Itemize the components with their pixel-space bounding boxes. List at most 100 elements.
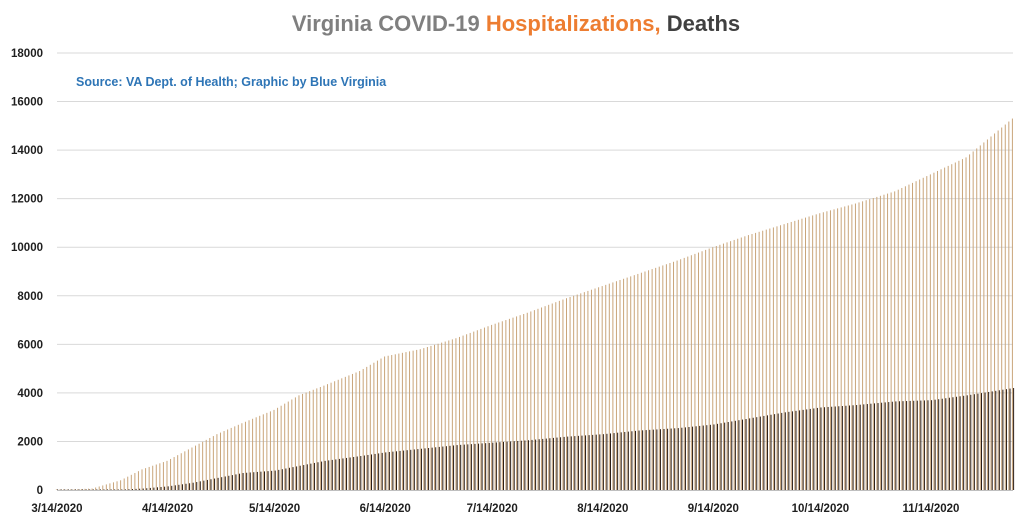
y-tick-label: 2000 [17, 436, 43, 448]
hospitalization-bar [747, 235, 749, 490]
death-bar [866, 404, 868, 490]
death-bar [231, 475, 233, 490]
hospitalization-bar [922, 177, 924, 491]
hospitalization-bar [88, 488, 89, 490]
hospitalization-bar [908, 184, 910, 490]
y-tick-label: 6000 [17, 339, 43, 351]
death-bar [317, 462, 319, 490]
death-bar [338, 458, 340, 490]
hospitalization-bar [70, 489, 72, 490]
hospitalization-bar [648, 270, 650, 490]
death-bar [759, 416, 761, 490]
hospitalization-bar [887, 193, 889, 490]
death-bar [242, 473, 244, 490]
hospitalization-bar [719, 244, 721, 490]
hospitalization-bar [587, 290, 589, 490]
chart-title-part-3: Deaths [661, 11, 740, 36]
death-bar [278, 469, 280, 490]
death-bar [224, 476, 226, 490]
death-bar [766, 415, 768, 490]
y-tick-label: 4000 [17, 388, 43, 400]
death-bar [185, 483, 187, 490]
hospitalization-bar [936, 170, 938, 491]
death-bar [688, 427, 690, 490]
hospitalization-bar [901, 187, 903, 491]
hospitalization-bar [330, 382, 332, 490]
hospitalizations-bars [55, 118, 1013, 491]
hospitalization-bar [180, 453, 182, 490]
death-bar [342, 458, 344, 490]
death-bar [456, 445, 458, 490]
x-tick-label: 7/14/2020 [467, 503, 518, 515]
hospitalization-bar [291, 399, 293, 490]
hospitalization-bar [480, 328, 482, 490]
death-bar [395, 451, 397, 490]
death-bar [78, 489, 80, 490]
hospitalization-bar [437, 343, 439, 490]
death-bar [217, 477, 219, 490]
hospitalization-bar [733, 239, 735, 490]
hospitalization-bar [612, 282, 614, 490]
death-bar [153, 487, 155, 490]
death-bar [870, 403, 872, 490]
hospitalization-bar [341, 378, 343, 490]
hospitalization-bar [473, 331, 475, 490]
death-bar [770, 414, 772, 490]
hospitalization-bar [744, 236, 746, 490]
death-bar [71, 489, 73, 490]
hospitalization-bar [844, 206, 846, 490]
death-bar [552, 437, 554, 490]
death-bar [1005, 389, 1007, 490]
hospitalization-bar [615, 281, 617, 490]
death-bar [206, 479, 208, 490]
hospitalization-bar [662, 265, 664, 490]
hospitalization-bar [951, 164, 953, 490]
death-bar [74, 489, 76, 490]
death-bar [802, 409, 804, 490]
death-bar [970, 394, 972, 490]
death-bar [178, 484, 180, 490]
x-tick-label: 11/14/2020 [902, 503, 959, 515]
hospitalization-bar [954, 162, 956, 491]
axes: 0 2000 4000 6000 8000 10000 12000 14000 16000 180… [11, 48, 1013, 515]
hospitalization-bar [152, 465, 154, 490]
death-bar [392, 451, 394, 490]
death-bar [948, 397, 950, 490]
hospitalization-bar [594, 288, 596, 490]
hospitalization-bar [737, 238, 739, 490]
death-bar [938, 399, 940, 490]
hospitalization-bar [623, 278, 625, 490]
hospitalization-bar [826, 211, 828, 491]
hospitalization-bar [141, 469, 143, 490]
death-bar [346, 457, 348, 490]
hospitalization-bar [726, 242, 728, 490]
hospitalization-bar [929, 174, 931, 490]
death-bar [998, 390, 1000, 490]
hospitalization-bar [73, 489, 75, 490]
hospitalization-bar [430, 345, 432, 490]
death-bar [799, 410, 801, 490]
death-bar [795, 410, 797, 490]
hospitalization-bar [851, 204, 853, 491]
hospitalization-bar [455, 338, 457, 490]
death-bar [149, 487, 151, 490]
hospitalization-bar [837, 208, 839, 490]
hospitalization-bar [116, 481, 118, 490]
death-bar [228, 475, 230, 490]
death-bar [171, 485, 173, 490]
hospitalization-bar [687, 256, 689, 490]
death-bar [253, 472, 255, 490]
hospitalization-bar [569, 296, 571, 490]
hospitalization-bar [876, 196, 878, 490]
death-bar [977, 393, 979, 490]
death-bar [781, 412, 783, 490]
hospitalization-bar [487, 326, 489, 490]
source-annotation: Source: VA Dept. of Health; Graphic by B… [76, 75, 387, 89]
hospitalization-bar [405, 352, 407, 490]
hospitalization-bar [523, 313, 525, 490]
hospitalization-bar [458, 336, 460, 490]
death-bar [1002, 389, 1004, 490]
hospitalization-bar [145, 468, 147, 490]
death-bar [638, 430, 640, 490]
death-bar [335, 459, 337, 490]
